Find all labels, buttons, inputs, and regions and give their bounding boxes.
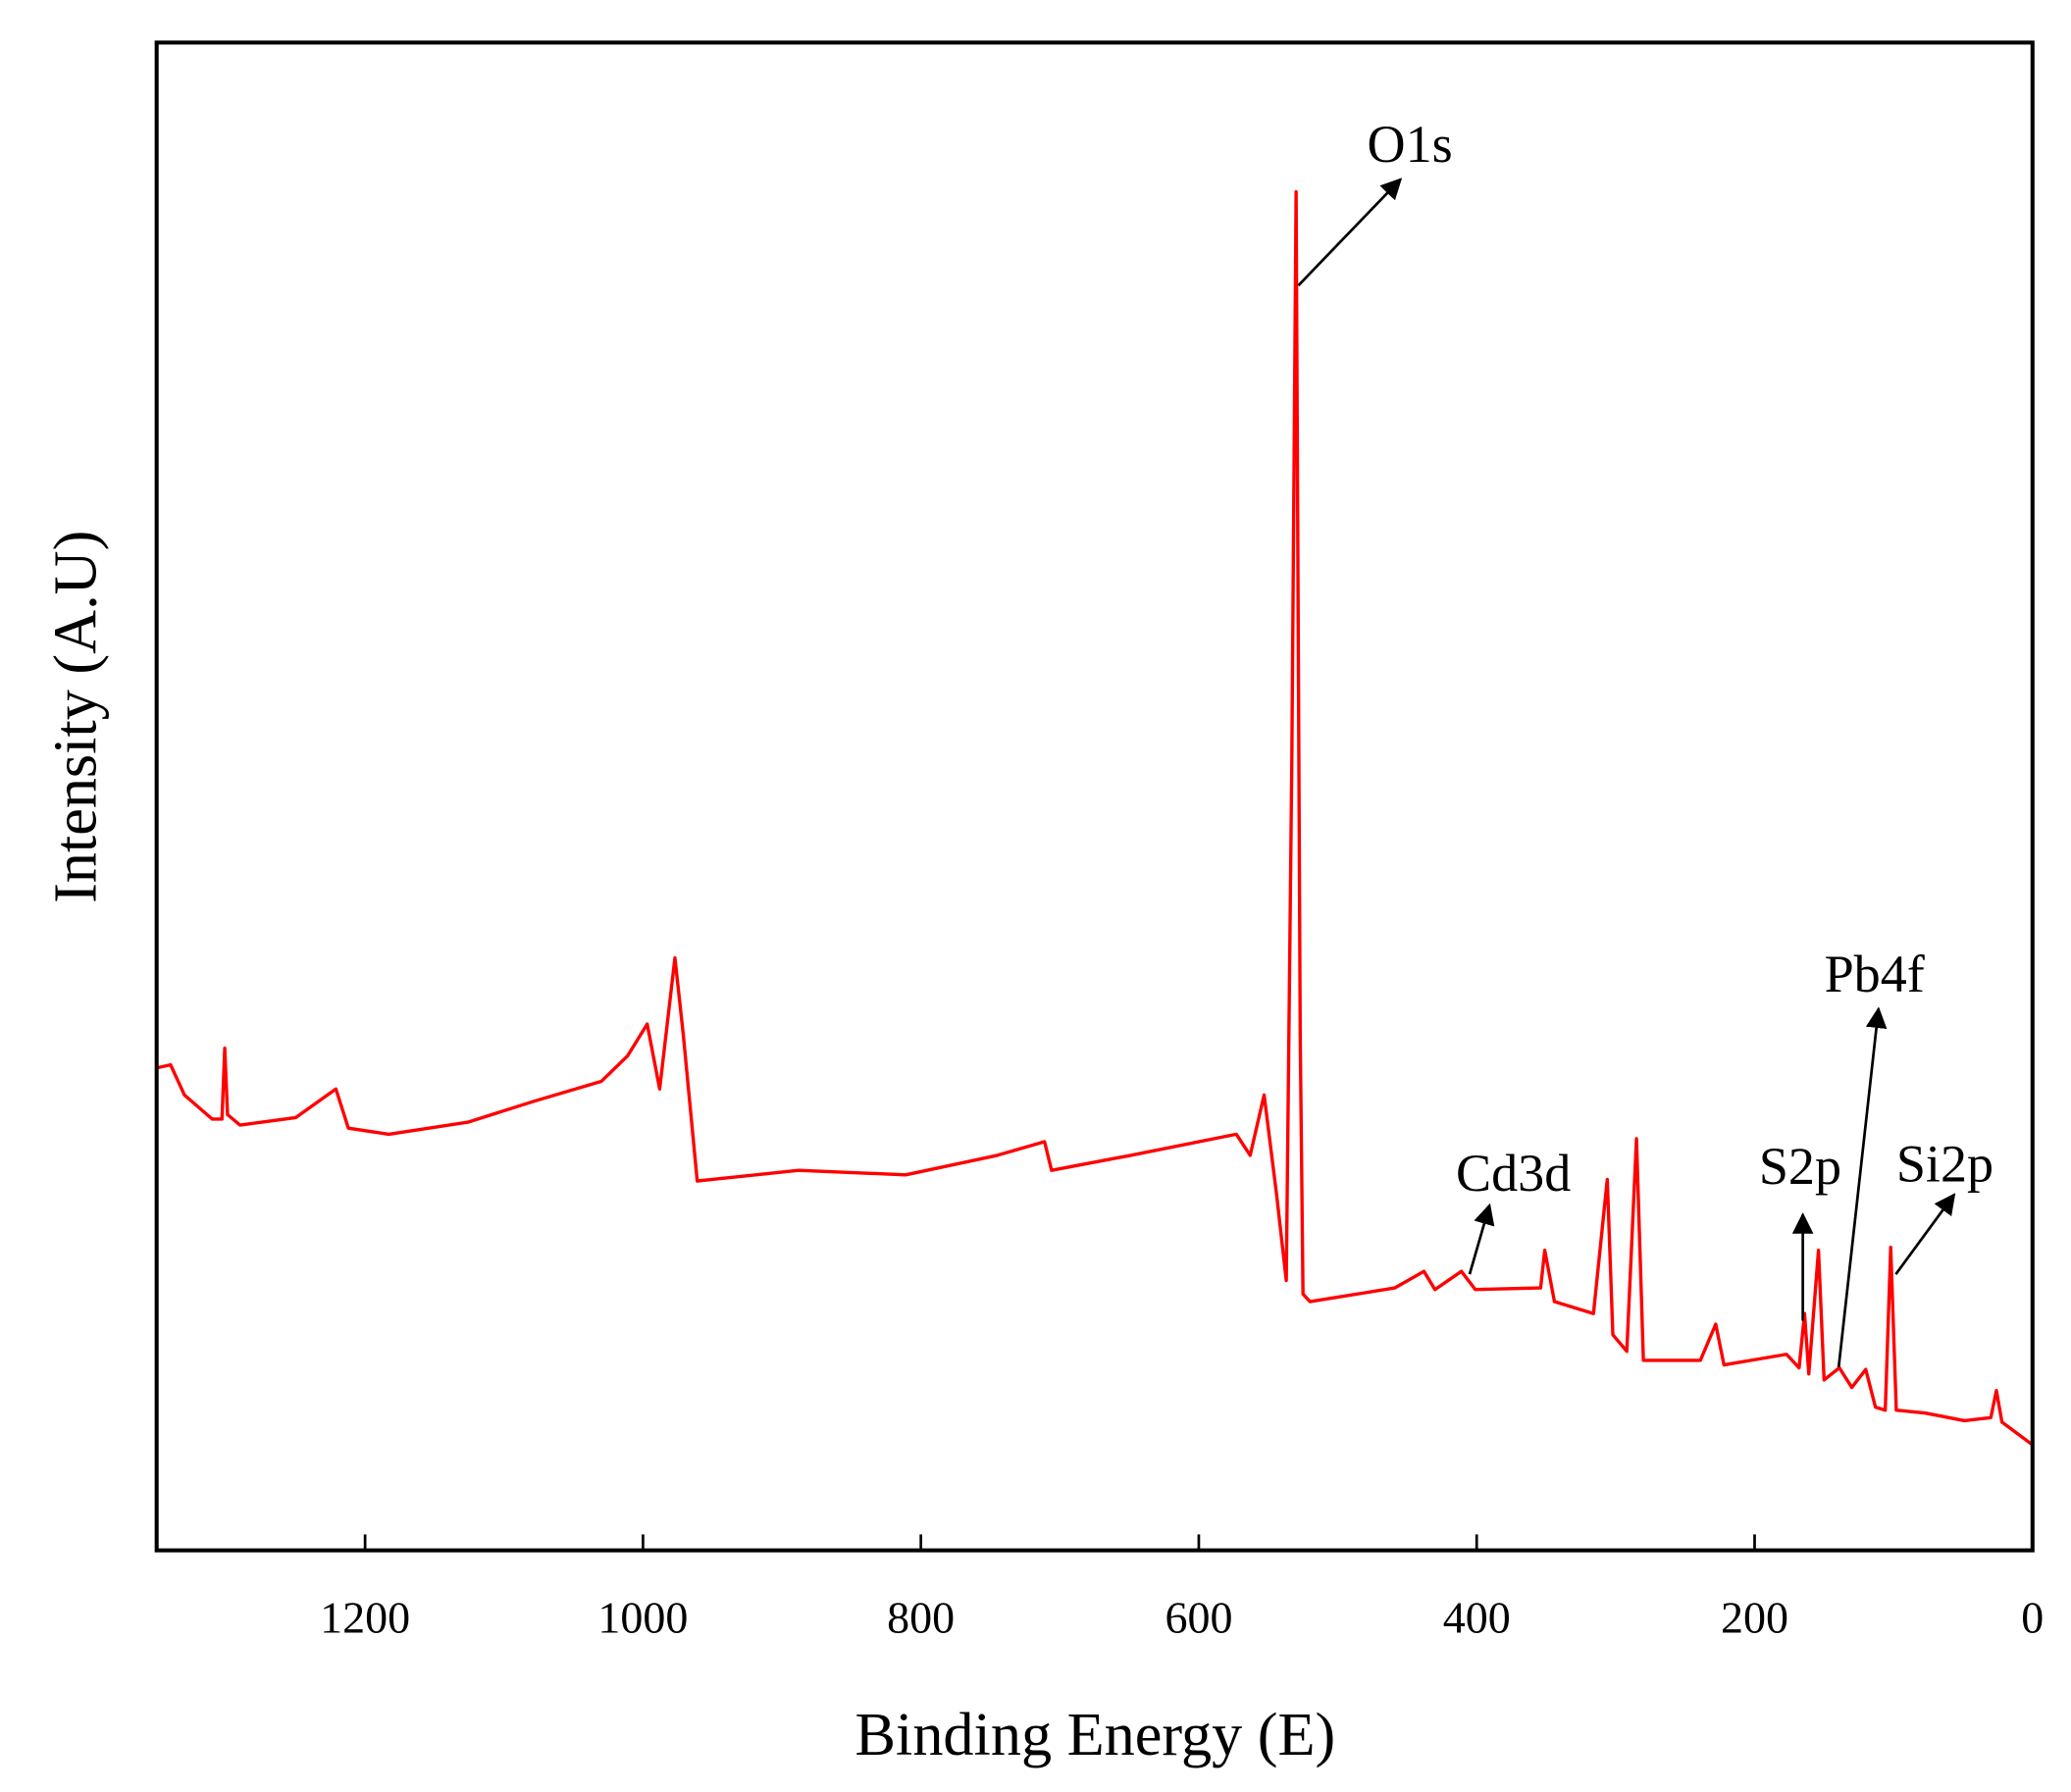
annotation-label: Cd3d xyxy=(1456,1144,1571,1203)
annotation-arrow xyxy=(1894,1193,1956,1275)
annotation-label: Si2p xyxy=(1896,1134,1993,1193)
annotation-label: Pb4f xyxy=(1825,945,1926,1003)
x-tick-label: 200 xyxy=(1721,1593,1788,1643)
x-axis-label: Binding Energy (E) xyxy=(855,1702,1336,1768)
x-tick-label: 800 xyxy=(887,1593,955,1643)
annotation-arrow xyxy=(1468,1203,1495,1275)
x-tick-label: 1000 xyxy=(597,1593,688,1643)
x-tick-label: 400 xyxy=(1443,1593,1511,1643)
annotation-label: S2p xyxy=(1759,1137,1841,1196)
x-tick-label: 0 xyxy=(2021,1593,2044,1643)
plot-frame xyxy=(154,40,2035,1553)
annotation-label: O1s xyxy=(1368,115,1453,174)
y-axis-label: Intensity (A.U) xyxy=(42,531,109,903)
annotation-arrow xyxy=(1297,178,1403,286)
annotation-arrow xyxy=(1837,1006,1888,1368)
spectrum-line xyxy=(156,189,2034,1447)
x-tick-label: 1200 xyxy=(320,1593,410,1643)
x-tick-label: 600 xyxy=(1165,1593,1232,1643)
